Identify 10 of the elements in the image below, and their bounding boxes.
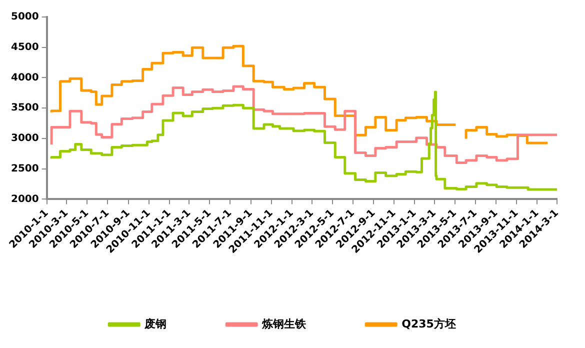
y-tick-label: 3500 — [10, 102, 39, 114]
legend-label: 炼钢生铁 — [261, 317, 308, 330]
y-tick-label: 5000 — [10, 12, 39, 23]
y-tick-label: 2500 — [10, 163, 39, 174]
y-tick-label: 4000 — [10, 72, 39, 84]
y-tick-label: 2000 — [10, 194, 39, 205]
legend-label: Q235方坯 — [402, 317, 456, 330]
legend-label: 废钢 — [144, 317, 167, 330]
y-tick-label: 3000 — [10, 133, 39, 144]
y-tick-label: 4500 — [10, 42, 39, 53]
